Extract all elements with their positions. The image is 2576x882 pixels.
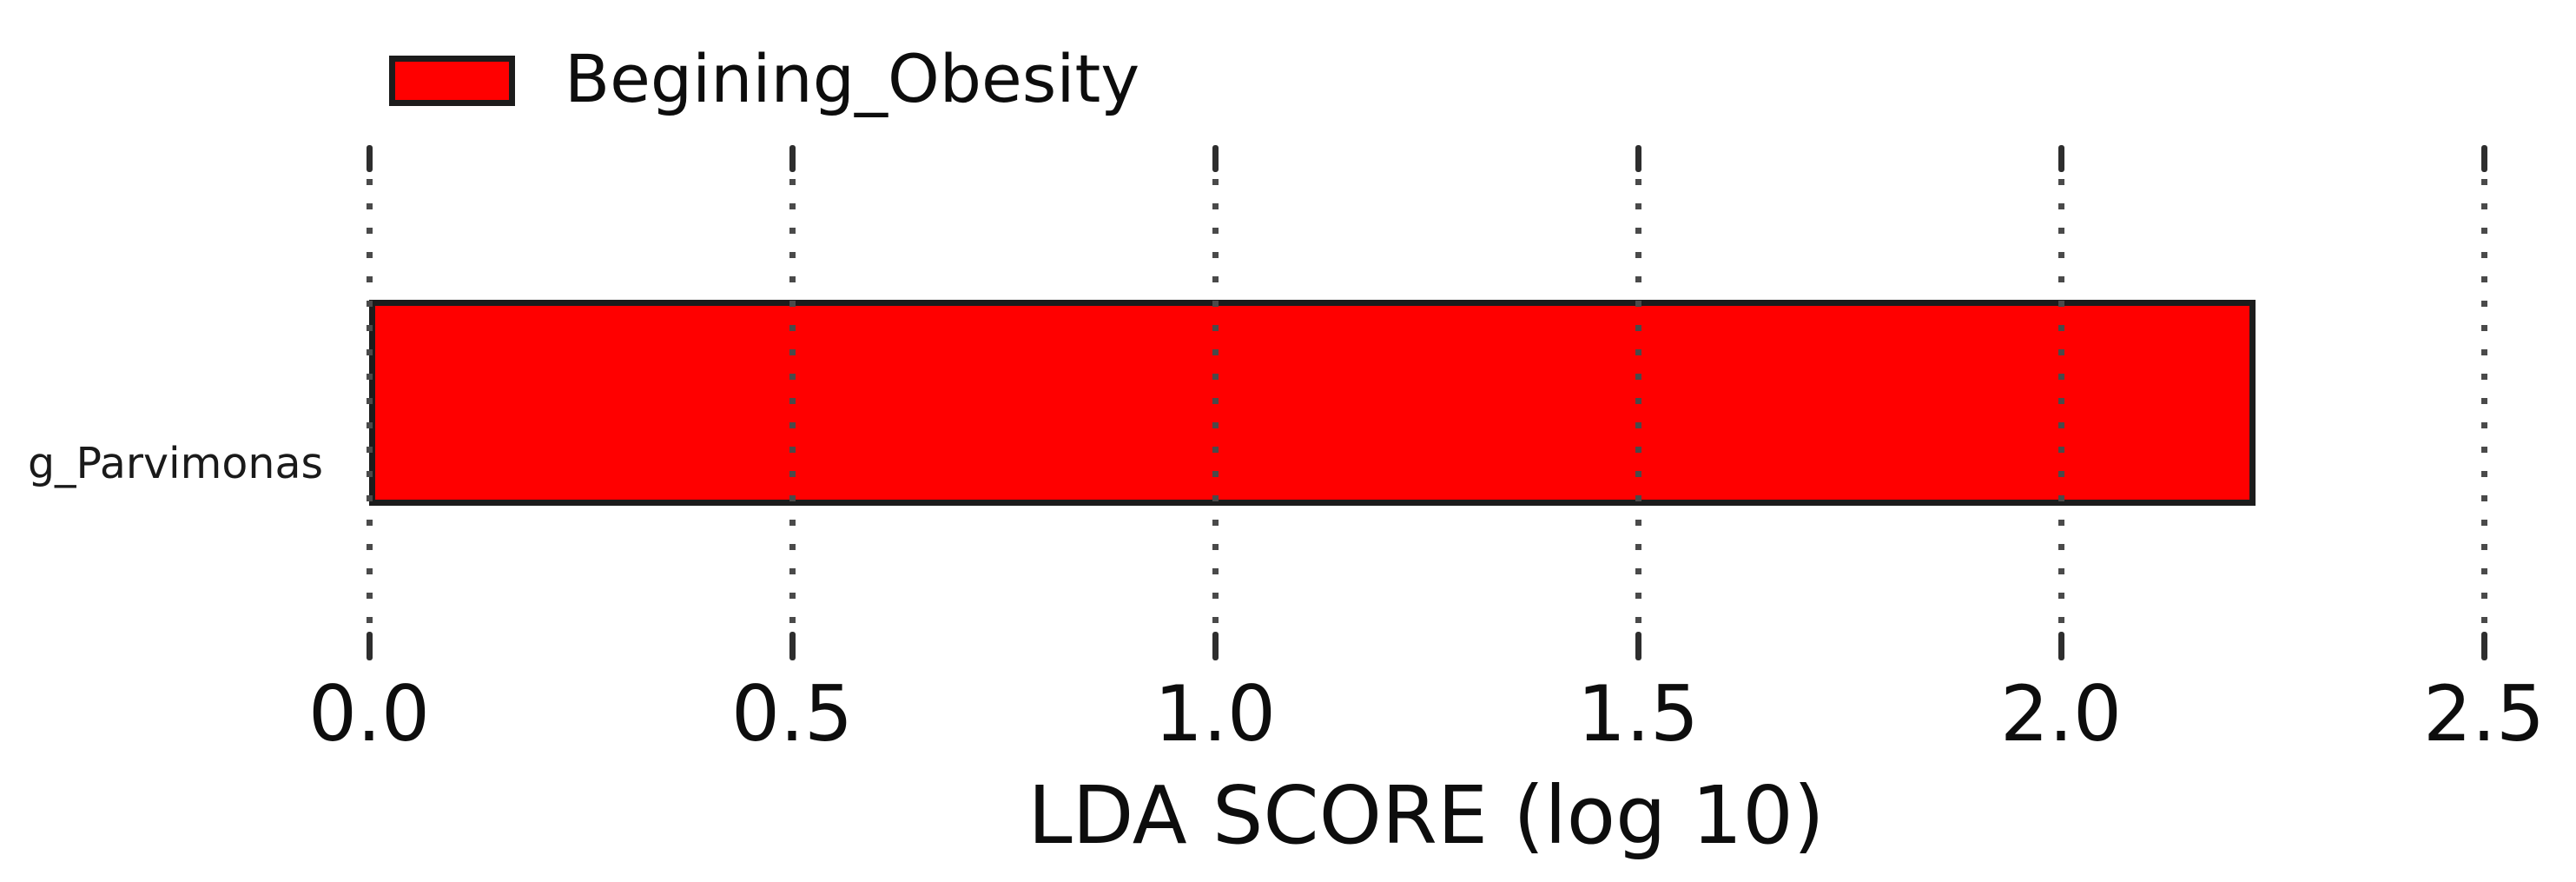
gridline-dots bbox=[1635, 179, 1641, 627]
gridline-0.5 bbox=[789, 145, 796, 660]
gridline-1.5 bbox=[1635, 145, 1641, 660]
bar bbox=[369, 300, 2256, 506]
x-axis-title: LDA SCORE (log 10) bbox=[1027, 769, 1825, 862]
gridline-dots bbox=[367, 179, 373, 627]
gridline-tick-dash bbox=[1212, 632, 1219, 660]
gridline-0.0 bbox=[367, 145, 373, 660]
x-tick-label: 1.5 bbox=[1577, 669, 1699, 759]
gridline-top-dash bbox=[1212, 145, 1219, 172]
legend: Begining_Obesity bbox=[389, 40, 1140, 117]
gridline-1.0 bbox=[1212, 145, 1219, 660]
gridline-top-dash bbox=[2481, 145, 2487, 172]
gridline-dots bbox=[789, 179, 796, 627]
gridline-top-dash bbox=[2058, 145, 2064, 172]
gridline-tick-dash bbox=[2058, 632, 2064, 660]
gridline-tick-dash bbox=[1635, 632, 1641, 660]
gridline-tick-dash bbox=[789, 632, 796, 660]
gridline-tick-dash bbox=[2481, 632, 2487, 660]
x-tick-label: 2.0 bbox=[2000, 669, 2122, 759]
plot-area bbox=[367, 145, 2487, 660]
gridline-top-dash bbox=[789, 145, 796, 172]
legend-color-swatch bbox=[389, 56, 515, 106]
gridline-2.5 bbox=[2481, 145, 2487, 660]
gridline-tick-dash bbox=[367, 632, 373, 660]
x-tick-label: 1.0 bbox=[1154, 669, 1276, 759]
gridline-top-dash bbox=[367, 145, 373, 172]
x-tick-label: 0.0 bbox=[308, 669, 430, 759]
x-tick-label: 2.5 bbox=[2423, 669, 2545, 759]
x-tick-label: 0.5 bbox=[731, 669, 853, 759]
legend-label: Begining_Obesity bbox=[565, 40, 1140, 117]
gridline-dots bbox=[1212, 179, 1219, 627]
gridline-2.0 bbox=[2058, 145, 2064, 660]
gridline-top-dash bbox=[1635, 145, 1641, 172]
gridline-dots bbox=[2481, 179, 2487, 627]
category-label: g_Parvimonas bbox=[27, 439, 323, 488]
gridline-dots bbox=[2058, 179, 2064, 627]
